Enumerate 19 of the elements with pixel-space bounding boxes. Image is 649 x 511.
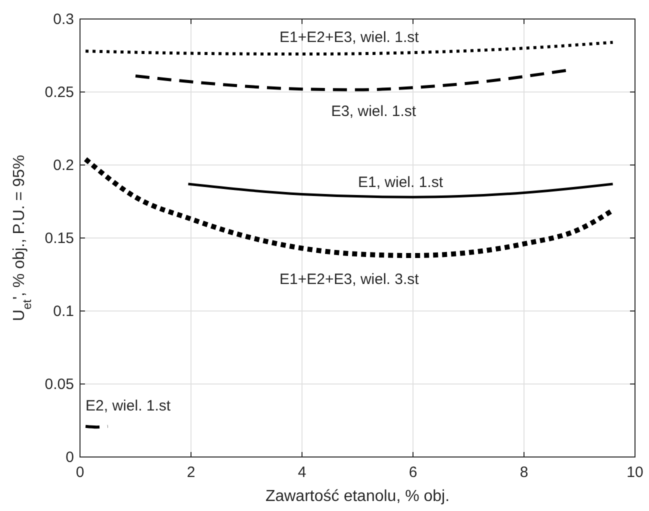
x-tick-label: 0 [76, 464, 84, 481]
x-tick-label: 6 [408, 464, 418, 481]
series-label: E1+E2+E3, wiel. 3.st [280, 271, 420, 288]
y-tick-label: 0 [66, 449, 74, 466]
x-axis-title: Zawartość etanolu, % obj. [265, 488, 450, 505]
series-label: E1+E2+E3, wiel. 1.st [280, 29, 420, 46]
x-tick-label: 8 [520, 464, 528, 481]
y-tick-label: 0.25 [44, 84, 74, 101]
series-label: E2, wiel. 1.st [86, 397, 172, 414]
x-tick-label: 4 [298, 464, 306, 481]
x-tick-label: 2 [186, 464, 196, 481]
series-label: E1, wiel. 1.st [358, 174, 444, 192]
y-tick-label: 0.3 [53, 11, 74, 28]
x-tick-label: 10 [626, 464, 644, 481]
y-tick-label: 0.1 [53, 303, 74, 320]
series-label: E3, wiel. 1.st [331, 102, 417, 120]
y-tick-label: 0.2 [53, 157, 74, 174]
y-tick-label: 0.15 [44, 230, 74, 247]
y-tick-label: 0.05 [44, 376, 74, 393]
